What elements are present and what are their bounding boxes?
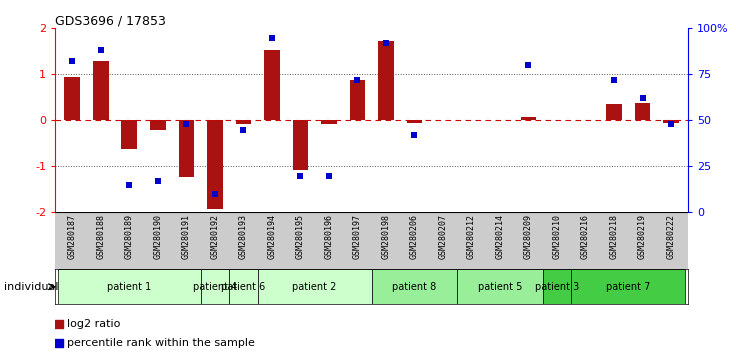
Bar [179,120,194,177]
Text: GSM280196: GSM280196 [325,214,333,259]
Point [608,77,620,83]
Bar [663,120,679,123]
Bar [606,104,622,120]
Bar [258,269,372,304]
Text: GSM280210: GSM280210 [553,214,562,259]
Bar [292,120,308,170]
Bar [121,120,137,149]
Bar [229,269,258,304]
Bar [571,269,685,304]
Text: patient 8: patient 8 [392,282,436,292]
Point [665,121,677,127]
Text: GSM280207: GSM280207 [439,214,447,259]
Point [124,182,135,188]
Point [266,35,277,40]
Text: percentile rank within the sample: percentile rank within the sample [67,338,255,348]
Bar [65,77,80,120]
Bar [150,120,166,131]
Text: GSM280187: GSM280187 [68,214,77,259]
Bar [457,269,542,304]
Bar [406,120,422,123]
Text: GSM280194: GSM280194 [267,214,277,259]
Text: patient 4: patient 4 [193,282,237,292]
Bar [350,80,365,120]
Point [66,59,78,64]
Bar [58,269,201,304]
Text: GSM280195: GSM280195 [296,214,305,259]
Bar [93,62,109,120]
Text: GSM280191: GSM280191 [182,214,191,259]
Point [637,96,648,101]
Bar [372,269,457,304]
Point [209,191,221,197]
Point [380,40,392,46]
Bar [264,50,280,120]
Bar [201,269,229,304]
Text: patient 3: patient 3 [535,282,579,292]
Text: log2 ratio: log2 ratio [67,319,121,329]
Text: GDS3696 / 17853: GDS3696 / 17853 [55,14,166,27]
Bar [542,269,571,304]
Point [352,77,364,83]
Text: GSM280219: GSM280219 [638,214,647,259]
Text: GSM280190: GSM280190 [153,214,163,259]
Point [323,173,335,178]
Bar [321,120,337,124]
Point [523,62,534,68]
Text: GSM280214: GSM280214 [495,214,504,259]
Text: GSM280188: GSM280188 [96,214,105,259]
Text: GSM280209: GSM280209 [524,214,533,259]
Bar [634,103,651,120]
Point [95,47,107,53]
Text: patient 2: patient 2 [292,282,337,292]
Point [408,132,420,138]
Text: GSM280193: GSM280193 [239,214,248,259]
Text: patient 5: patient 5 [478,282,522,292]
Text: patient 6: patient 6 [222,282,266,292]
Text: GSM280197: GSM280197 [353,214,362,259]
Text: GSM280198: GSM280198 [381,214,390,259]
Text: patient 7: patient 7 [606,282,651,292]
Bar [378,41,394,120]
Text: GSM280212: GSM280212 [467,214,476,259]
Text: GSM280192: GSM280192 [210,214,219,259]
Point [289,266,300,271]
Text: GSM280206: GSM280206 [410,214,419,259]
Text: patient 1: patient 1 [107,282,152,292]
Point [152,178,163,184]
Text: individual: individual [4,282,58,292]
Text: GSM280218: GSM280218 [609,214,618,259]
Point [289,88,300,94]
Point [180,121,192,127]
Point [238,127,250,132]
Text: GSM280216: GSM280216 [581,214,590,259]
Text: GSM280189: GSM280189 [125,214,134,259]
Text: GSM280222: GSM280222 [667,214,676,259]
Point [294,173,306,178]
Bar [520,117,537,120]
Bar [236,120,251,124]
Bar [207,120,223,209]
